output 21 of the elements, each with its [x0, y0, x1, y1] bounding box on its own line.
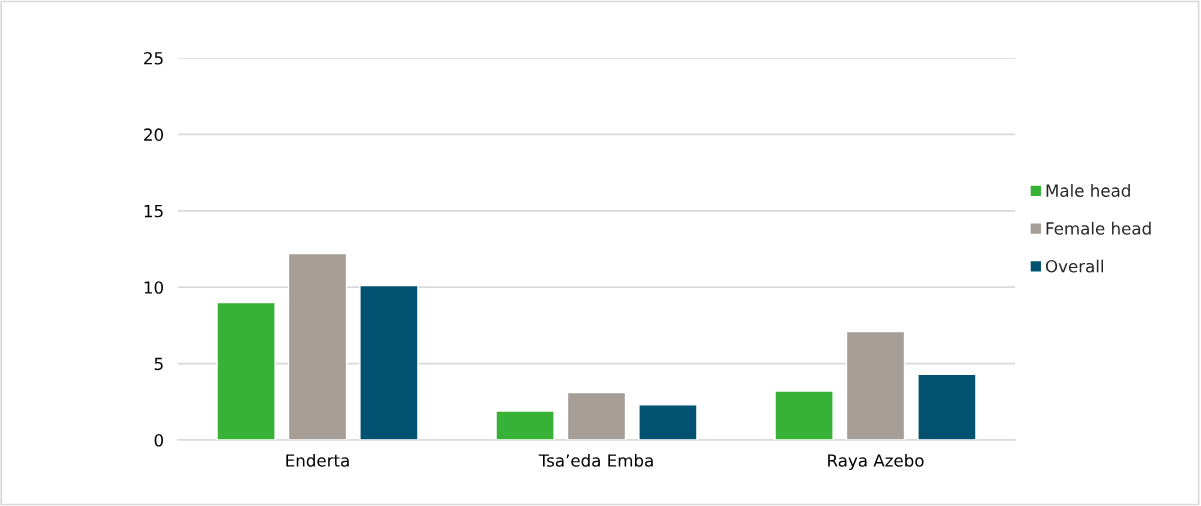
y-tick-label: 15 — [144, 204, 163, 218]
y-tick-label: 20 — [144, 128, 163, 141]
y-tick-label: 0 — [154, 433, 163, 447]
y-tick-label: 10 — [144, 281, 163, 294]
bar — [495, 410, 555, 440]
bar — [917, 373, 977, 440]
bar — [359, 284, 419, 440]
bar — [638, 404, 698, 440]
x-tick-label: Raya Azebo — [828, 453, 924, 471]
bar — [216, 301, 276, 440]
bar — [566, 391, 627, 440]
x-tick-label: Tsa’eda Emba — [538, 453, 653, 467]
legend-label: Overall — [1045, 259, 1103, 273]
y-tick-label: 25 — [144, 51, 163, 65]
x-tick-label: Enderta — [286, 453, 349, 467]
bar — [845, 330, 906, 440]
bar — [774, 390, 834, 440]
bar — [287, 252, 348, 440]
y-tick-label: 5 — [154, 357, 163, 371]
legend-label: Female head — [1046, 221, 1151, 235]
legend-label: Male head — [1046, 184, 1130, 197]
